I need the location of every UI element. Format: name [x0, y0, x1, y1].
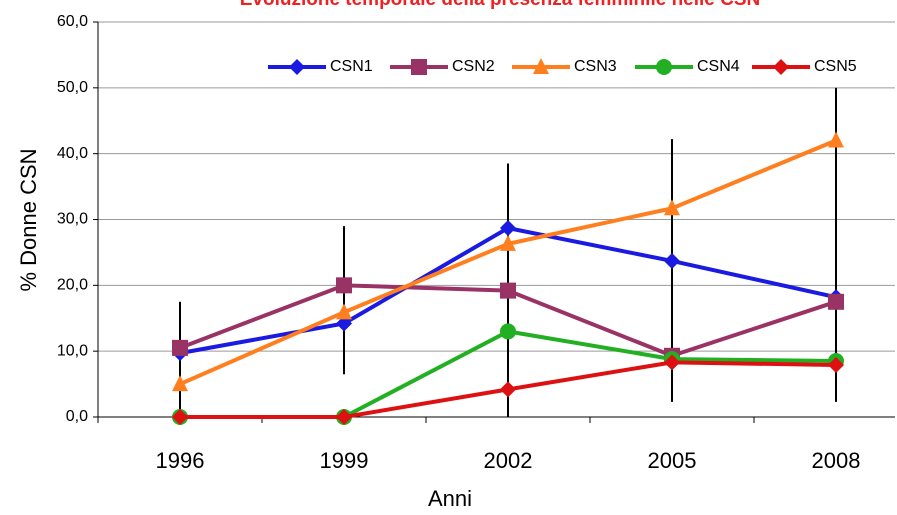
y-tick-label: 40,0 — [57, 145, 88, 162]
y-axis-label: % Donne CSN — [16, 148, 41, 291]
marker — [500, 220, 516, 237]
legend-label: CSN5 — [814, 58, 857, 75]
y-tick-label: 20,0 — [57, 277, 88, 294]
marker — [172, 375, 188, 392]
marker — [664, 354, 680, 371]
marker — [664, 252, 680, 269]
marker — [500, 234, 516, 251]
x-tick-label: 1999 — [320, 448, 369, 473]
y-tick-label: 50,0 — [57, 79, 88, 96]
legend-label: CSN1 — [330, 58, 373, 75]
legend-marker — [411, 59, 427, 75]
marker — [336, 315, 352, 332]
legend-marker — [533, 58, 549, 74]
chart-title: Evoluzione temporale della presenza femm… — [240, 0, 761, 10]
legend-marker — [773, 59, 789, 75]
legend-label: CSN3 — [574, 58, 617, 75]
legend-label: CSN2 — [452, 58, 495, 75]
marker — [828, 356, 844, 373]
marker — [336, 303, 352, 320]
x-tick-label: 1996 — [156, 448, 205, 473]
marker — [172, 409, 188, 425]
legend-marker — [656, 59, 672, 75]
y-tick-label: 30,0 — [57, 211, 88, 228]
marker — [336, 277, 352, 294]
marker — [500, 381, 516, 398]
marker — [500, 323, 516, 340]
marker — [500, 282, 516, 299]
x-tick-label: 2008 — [812, 448, 861, 473]
marker — [172, 339, 188, 356]
x-tick-label: 2005 — [648, 448, 697, 473]
marker — [664, 199, 680, 216]
y-tick-label: 10,0 — [57, 342, 88, 359]
marker — [828, 131, 844, 148]
legend-marker — [289, 59, 305, 75]
y-tick-label: 60,0 — [57, 13, 88, 30]
y-tick-label: 0,0 — [66, 408, 88, 425]
x-axis-label: Anni — [428, 486, 472, 511]
x-tick-label: 2002 — [484, 448, 533, 473]
marker — [336, 409, 352, 425]
marker — [828, 293, 844, 310]
legend-label: CSN4 — [697, 58, 740, 75]
